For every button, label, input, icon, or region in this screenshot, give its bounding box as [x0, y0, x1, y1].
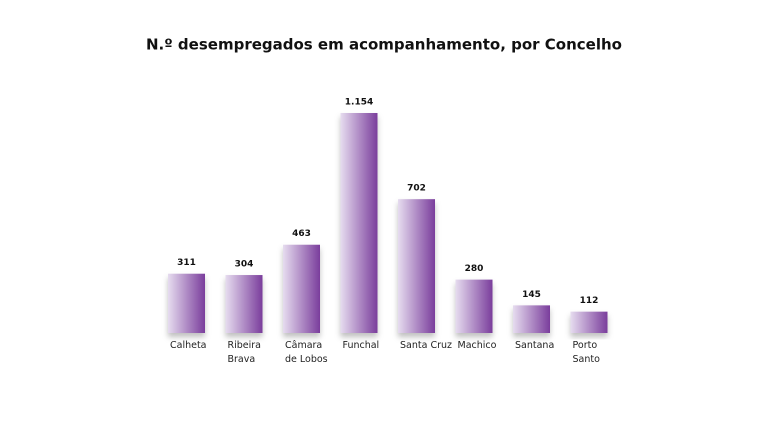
value-label: 1.154 — [345, 98, 373, 108]
chart-title: N.º desempregados em acompanhamento, por… — [146, 36, 622, 54]
bar — [168, 273, 205, 333]
category-label: Porto Santo — [572, 340, 600, 365]
bar — [340, 113, 378, 333]
value-label: 702 — [407, 184, 426, 194]
bar — [570, 311, 608, 333]
bar — [225, 275, 263, 333]
category-label: Machico — [457, 340, 497, 351]
value-label: 145 — [522, 290, 541, 300]
category-label: Santana — [515, 340, 555, 351]
bar — [283, 244, 320, 333]
category-label: Câmara de Lobos — [285, 340, 328, 365]
bar — [513, 305, 550, 333]
category-label: Calheta — [170, 340, 207, 351]
bar — [398, 199, 435, 333]
value-label: 112 — [580, 296, 599, 306]
category-label: Funchal — [342, 340, 380, 351]
value-label: 463 — [292, 229, 311, 239]
value-label: 280 — [465, 264, 484, 274]
value-label: 311 — [177, 258, 196, 268]
category-label: Santa Cruz — [400, 340, 452, 351]
category-label: Ribeira Brava — [227, 340, 261, 365]
value-label: 304 — [235, 260, 254, 270]
bar — [455, 279, 493, 333]
